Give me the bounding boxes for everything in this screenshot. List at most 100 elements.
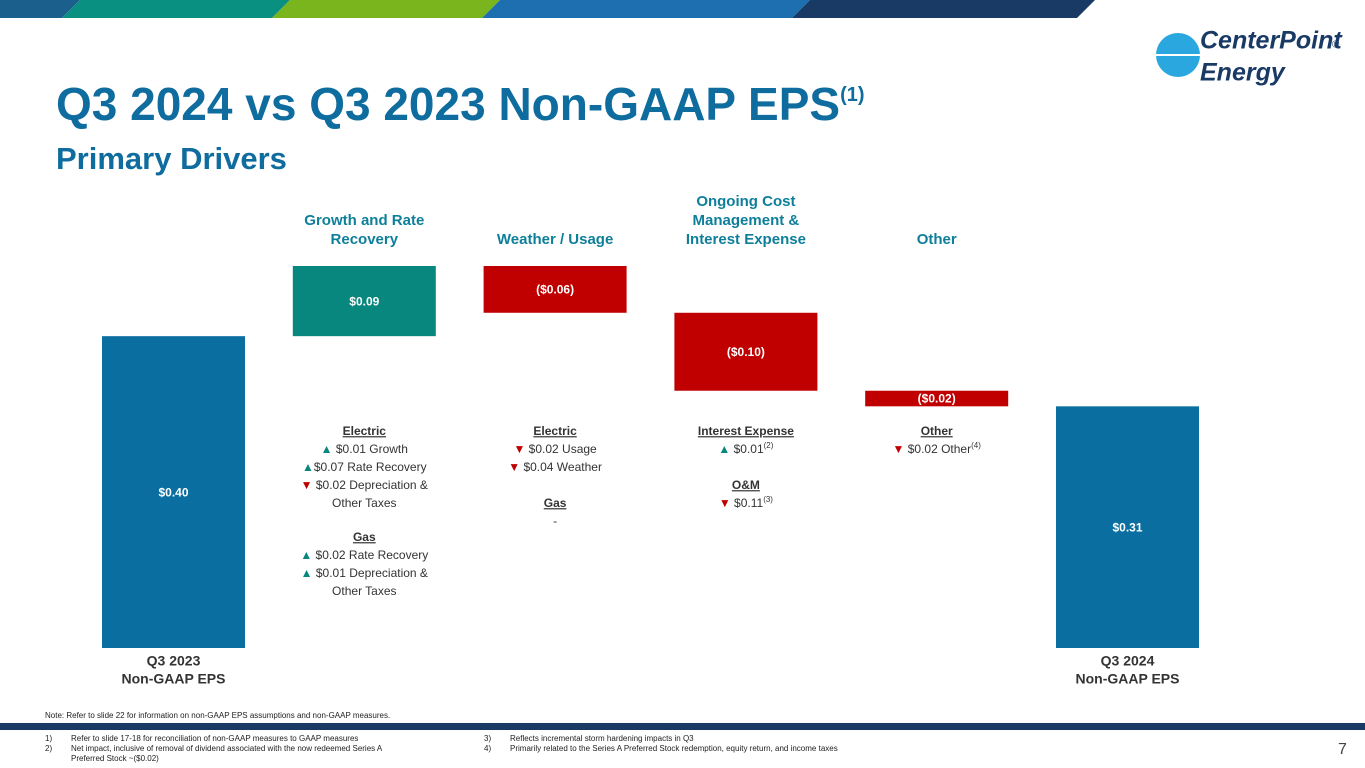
detail-text: $0.01 Depreciation & — [313, 566, 428, 580]
detail-line-text: ▲$0.07 Rate Recovery — [302, 460, 427, 474]
detail-line-text: ▼ $0.04 Weather — [508, 460, 602, 474]
subtitle: Primary Drivers — [56, 141, 287, 176]
value-label: $0.09 — [349, 294, 379, 308]
category-label: Non-GAAP EPS — [122, 671, 226, 687]
detail-line: ▲ $0.01(2) — [718, 441, 773, 456]
title-text: Q3 2024 vs Q3 2023 Non-GAAP EPS — [56, 78, 840, 130]
detail-heading: O&M — [732, 478, 760, 492]
arrow: ▼ — [893, 442, 905, 456]
arrow: ▲ — [300, 548, 312, 562]
arrow: ▼ — [508, 460, 520, 474]
detail-text: $0.07 Rate Recovery — [314, 460, 427, 474]
detail-text: $0.01 Growth — [333, 442, 408, 456]
footnote-number: 2) — [45, 744, 52, 753]
top-stripe — [0, 0, 1095, 18]
detail-text: $0.04 Weather — [520, 460, 602, 474]
detail-line: ▼ $0.11(3) — [719, 495, 773, 510]
detail-heading: Electric — [533, 424, 577, 438]
value-label: $0.40 — [158, 485, 188, 499]
detail-text: $0.02 Rate Recovery — [312, 548, 428, 562]
detail-line: ▼ $0.02 Depreciation & — [301, 478, 428, 492]
bar — [674, 312, 818, 391]
value-label: ($0.02) — [918, 392, 956, 406]
footnote-number: 3) — [484, 734, 491, 743]
column-header: Ongoing Cost — [696, 193, 795, 210]
bar — [292, 266, 436, 337]
footnote-number: 4) — [484, 744, 491, 753]
footnote-text: Reflects incremental storm hardening imp… — [510, 734, 694, 743]
detail-heading: Gas — [353, 530, 376, 544]
footnote-text: Preferred Stock ~($0.02) — [71, 754, 159, 763]
detail-line: ▲$0.07 Rate Recovery — [302, 460, 427, 474]
column-header: Recovery — [331, 231, 399, 248]
footnote-text: Net impact, inclusive of removal of divi… — [71, 744, 383, 753]
detail-text: $0.01 — [730, 442, 764, 456]
detail-heading: Other — [921, 424, 953, 438]
detail-line: ▼ $0.02 Other(4) — [893, 441, 982, 456]
value-label: ($0.10) — [727, 345, 765, 359]
bar — [102, 336, 245, 648]
column-header: Interest Expense — [686, 231, 806, 248]
detail-line-text: ▼ $0.02 Other — [893, 442, 972, 456]
bar — [1056, 406, 1199, 648]
detail-heading: Gas — [544, 496, 567, 510]
detail-line-text: ▼ $0.02 Depreciation & — [301, 478, 428, 492]
column-header: Weather / Usage — [497, 231, 613, 248]
logo-mark: ® — [1332, 40, 1340, 51]
detail-text: $0.02 Other — [904, 442, 971, 456]
logo: CenterPoint Energy ® — [1156, 27, 1343, 87]
detail-line: - — [553, 514, 557, 528]
detail-line-text: ▲ $0.01 Growth — [321, 442, 408, 456]
detail-line-text: Other Taxes — [332, 496, 396, 510]
detail-sup: (4) — [971, 441, 981, 450]
note: Note: Refer to slide 22 for information … — [45, 711, 390, 720]
detail-text: $0.02 Usage — [525, 442, 597, 456]
arrow: ▼ — [513, 442, 525, 456]
detail-line-text: Other Taxes — [332, 584, 396, 598]
page-number: 7 — [1338, 741, 1347, 758]
detail-text: $0.11 — [731, 496, 764, 510]
detail-line: ▲ $0.01 Depreciation & — [301, 566, 428, 580]
arrow: ▲ — [301, 566, 313, 580]
detail-line: ▲ $0.02 Rate Recovery — [300, 548, 428, 562]
detail-line-text: ▼ $0.11 — [719, 496, 764, 510]
bar — [865, 390, 1009, 407]
arrow: ▲ — [302, 460, 314, 474]
logo-text: Energy — [1200, 59, 1286, 87]
detail-line-text: ▼ $0.02 Usage — [513, 442, 597, 456]
column-header: Management & — [693, 212, 800, 229]
detail-line-text: - — [553, 514, 557, 528]
value-label: ($0.06) — [536, 283, 574, 297]
arrow: ▼ — [719, 496, 731, 510]
detail-line-text: ▲ $0.02 Rate Recovery — [300, 548, 428, 562]
logo-text: CenterPoint — [1200, 27, 1343, 55]
detail-sup: (3) — [763, 495, 773, 504]
category-label: Q3 2023 — [147, 653, 201, 669]
detail-sup: (2) — [764, 441, 774, 450]
arrow: ▲ — [321, 442, 333, 456]
detail-line: ▼ $0.04 Weather — [508, 460, 602, 474]
detail-line-text: ▲ $0.01 — [718, 442, 764, 456]
detail-heading: Interest Expense — [698, 424, 794, 438]
category-label: Q3 2024 — [1101, 653, 1155, 669]
title: Q3 2024 vs Q3 2023 Non-GAAP EPS(1) — [56, 78, 865, 130]
detail-line: ▲ $0.01 Growth — [321, 442, 408, 456]
category-label: Non-GAAP EPS — [1076, 671, 1180, 687]
detail-line: ▼ $0.02 Usage — [513, 442, 597, 456]
footnote-text: Refer to slide 17-18 for reconciliation … — [71, 734, 358, 743]
title-sup: (1) — [840, 84, 864, 106]
column-header: Growth and Rate — [304, 212, 424, 229]
arrow: ▲ — [718, 442, 730, 456]
detail-heading: Electric — [343, 424, 387, 438]
detail-line-text: ▲ $0.01 Depreciation & — [301, 566, 428, 580]
detail-text: $0.02 Depreciation & — [313, 478, 428, 492]
arrow: ▼ — [301, 478, 313, 492]
footnote-number: 1) — [45, 734, 52, 743]
detail-line: Other Taxes — [332, 584, 396, 598]
column-header: Other — [917, 231, 957, 248]
footnote-text: Primarily related to the Series A Prefer… — [510, 744, 838, 753]
bar — [483, 266, 627, 313]
bottom-band — [0, 723, 1365, 730]
detail-line: Other Taxes — [332, 496, 396, 510]
